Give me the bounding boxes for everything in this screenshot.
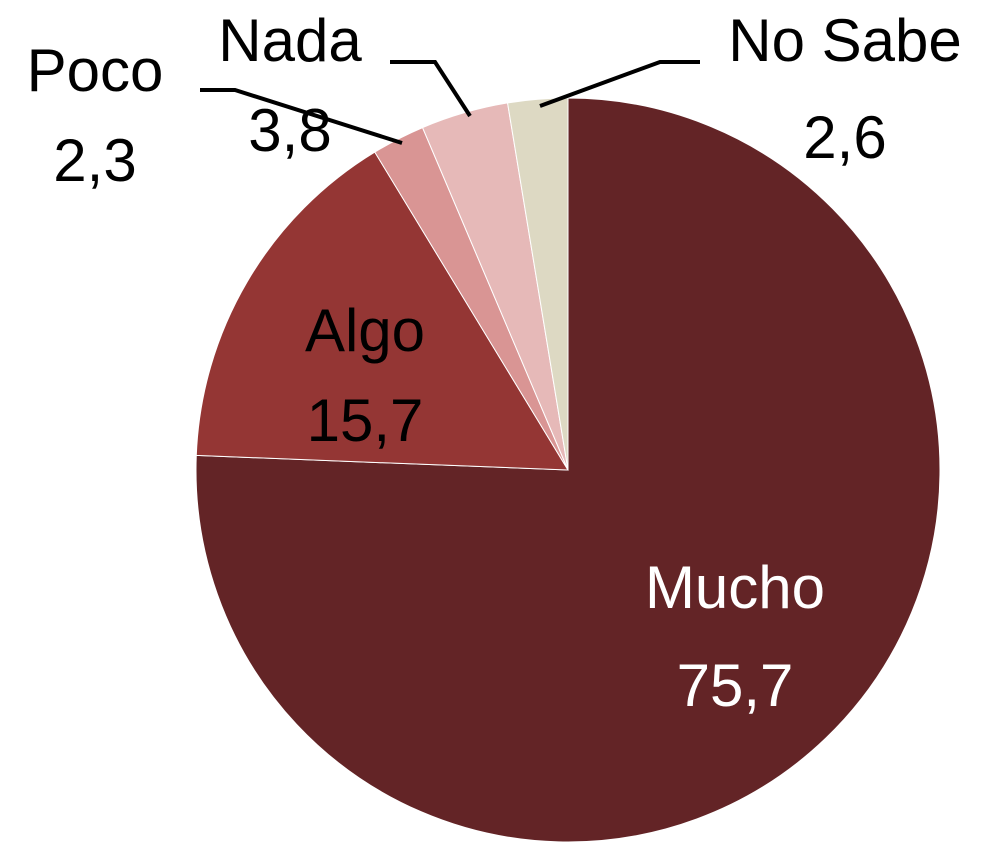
leader-line [200,88,403,145]
labels: Mucho 75,7 Algo 15,7 Poco 2,3 Nada 3,8 No Sabe 2,… [27,7,962,719]
slice-label: Mucho [645,554,825,621]
slice-label: Nada [218,7,362,74]
slices [195,97,941,843]
pie-slice [506,97,569,471]
slice-value: 75,7 [677,652,794,719]
slice-label: Algo [305,297,425,364]
slice-label: No Sabe [728,7,962,74]
slice-value: 2,6 [803,104,886,171]
pie-slice [195,151,569,471]
leader-line [539,60,700,108]
pie-slice [195,97,941,843]
slice-value: 15,7 [307,387,424,454]
leader-line [390,60,472,118]
slice-value: 3,8 [248,97,331,164]
slice-label: Poco [27,37,164,104]
slice-value: 2,3 [53,127,136,194]
